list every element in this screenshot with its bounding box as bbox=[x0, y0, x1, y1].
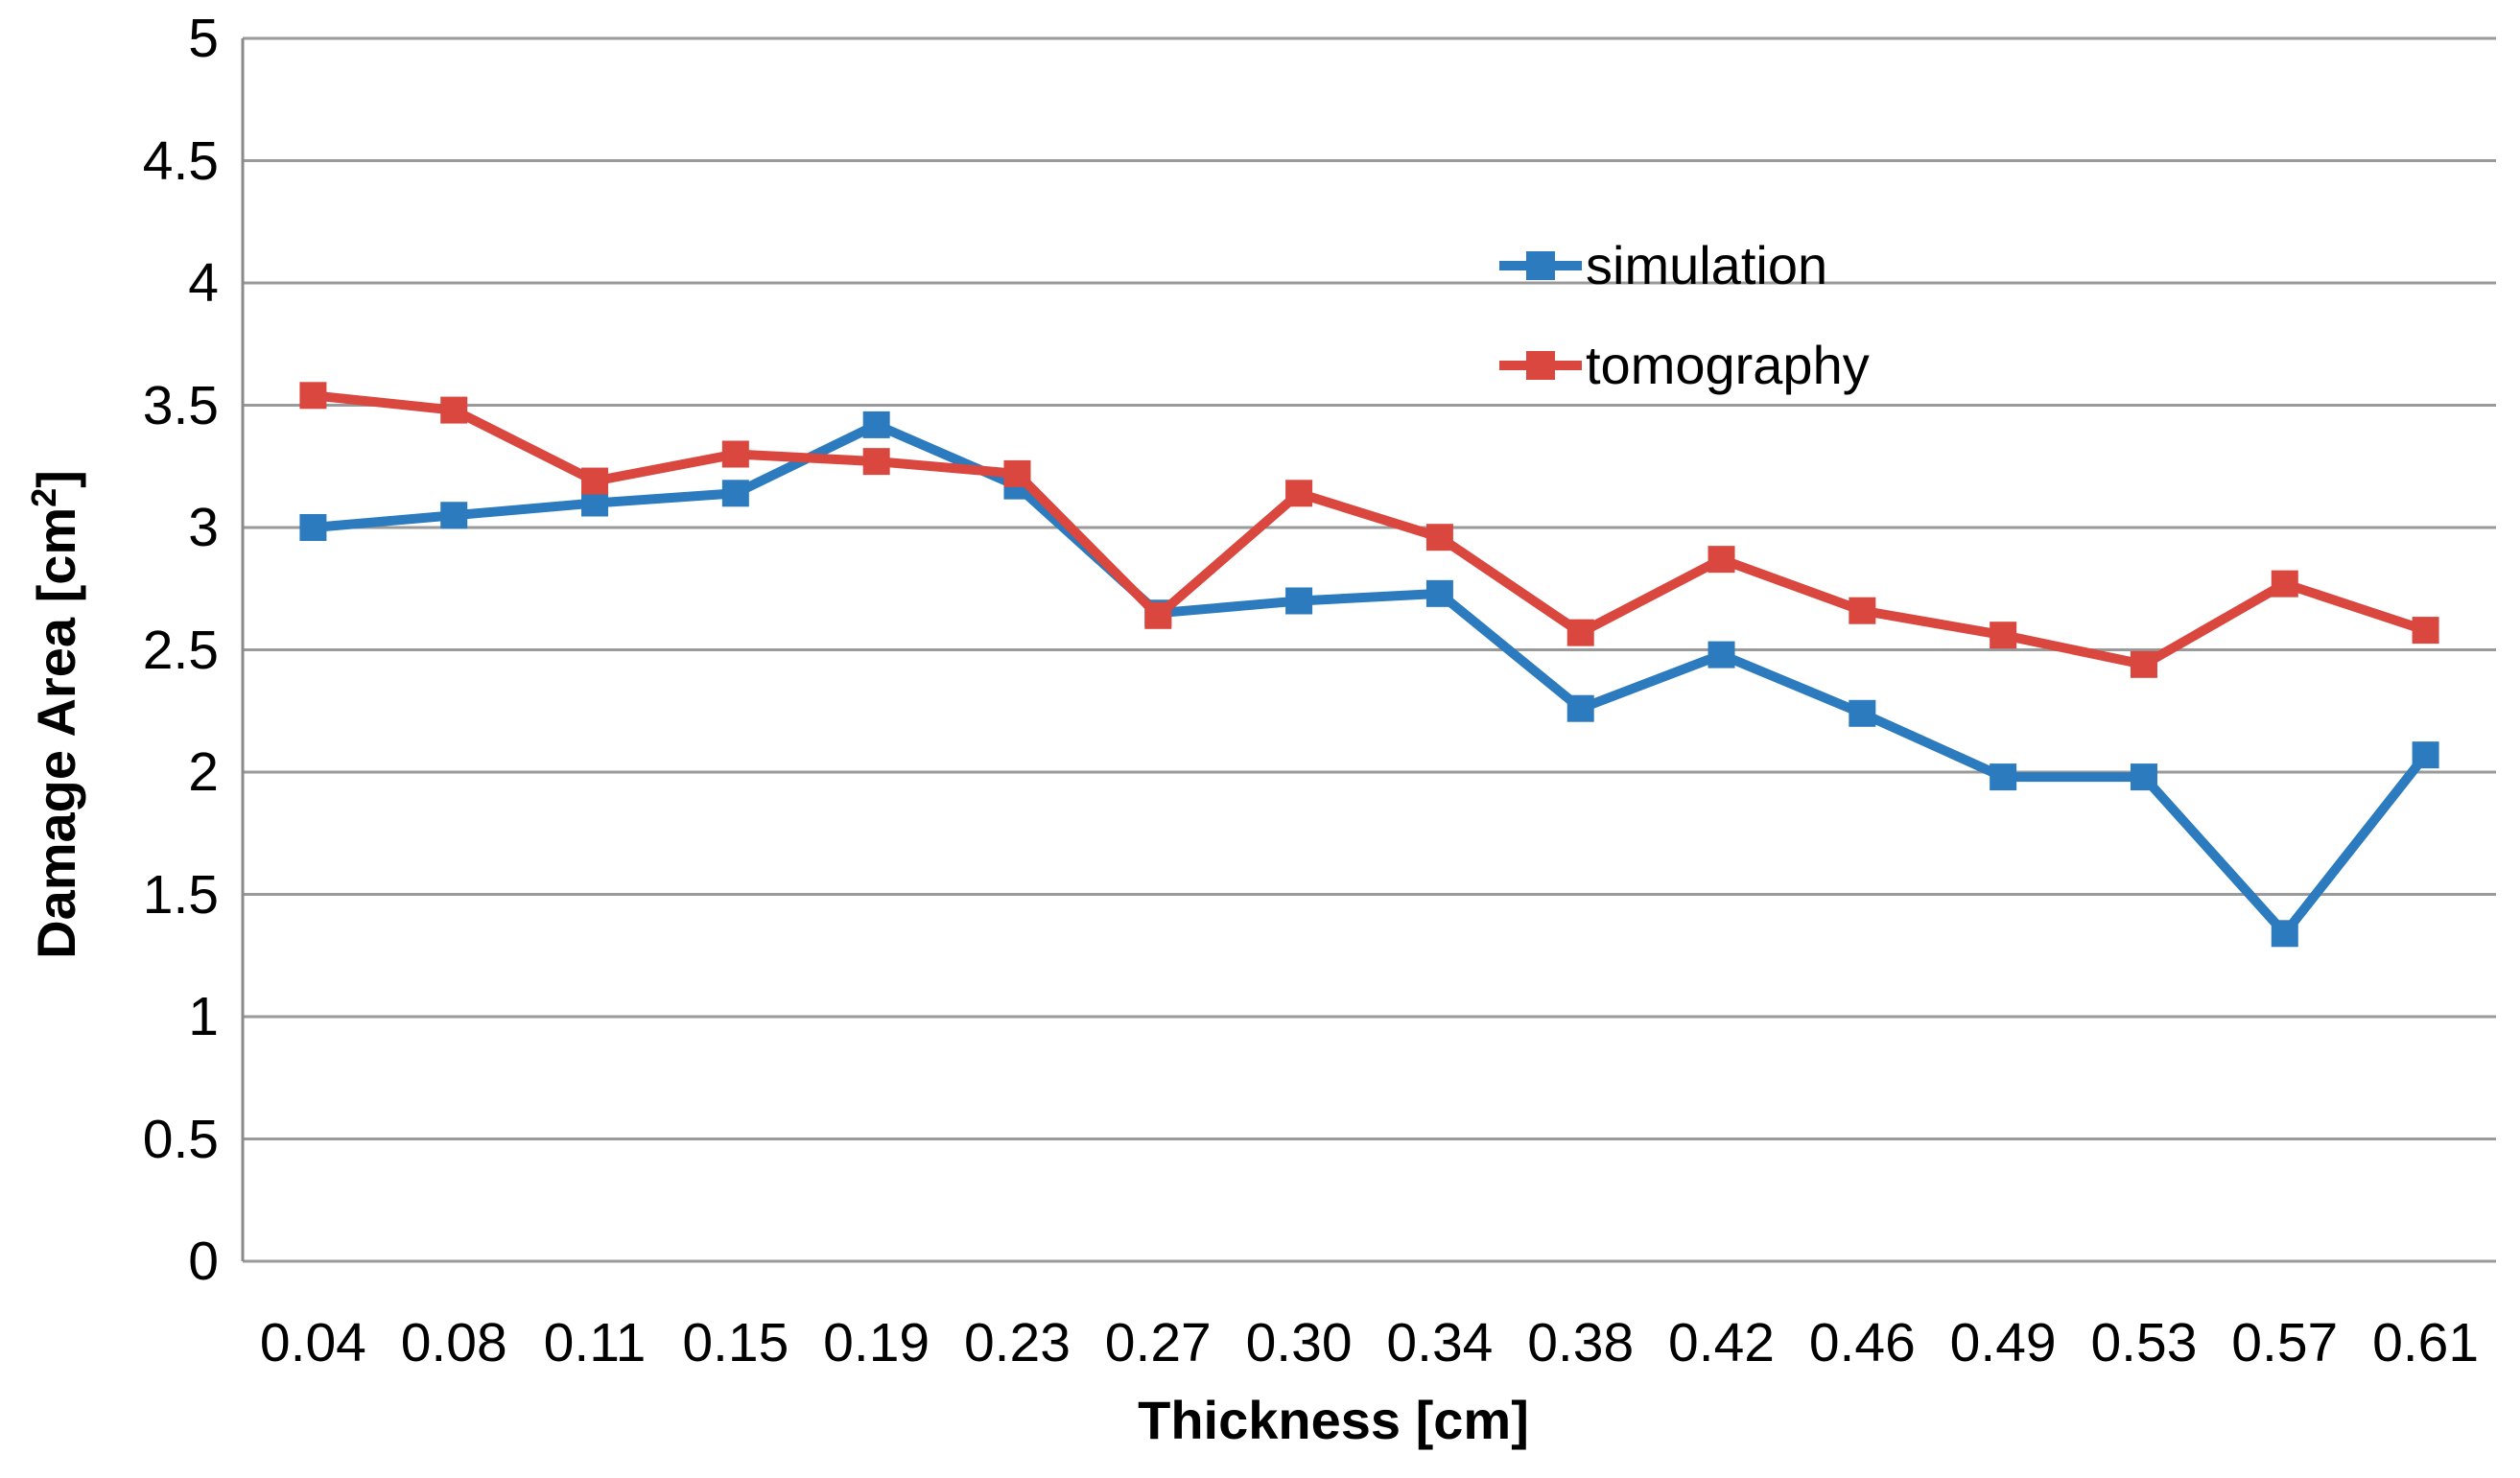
series-simulation-marker bbox=[2130, 763, 2157, 791]
series-simulation-marker bbox=[1425, 579, 1453, 607]
y-axis-title-text: Damage Area [cm bbox=[25, 506, 86, 959]
y-tick-label: 4.5 bbox=[142, 129, 219, 192]
series-simulation-marker bbox=[1990, 763, 2017, 791]
series-tomography-marker bbox=[1285, 480, 1313, 507]
x-tick-label: 0.04 bbox=[259, 1312, 366, 1373]
series-simulation-marker bbox=[1566, 694, 1594, 722]
tomography-legend-marker-icon bbox=[1499, 351, 1582, 380]
x-tick-label: 0.49 bbox=[1949, 1312, 2057, 1373]
series-tomography-marker bbox=[2271, 570, 2298, 598]
series-simulation-marker bbox=[2271, 920, 2298, 948]
x-tick-label: 0.08 bbox=[400, 1312, 507, 1373]
legend-label-tomography: tomography bbox=[1586, 335, 1870, 395]
x-tick-label: 0.42 bbox=[1668, 1312, 1775, 1373]
x-tick-label: 0.34 bbox=[1386, 1312, 1494, 1373]
series-simulation-marker bbox=[440, 502, 468, 529]
y-tick-label: 4 bbox=[188, 252, 219, 314]
legend-item-tomography: tomography bbox=[1499, 316, 1870, 415]
simulation-legend-marker-icon bbox=[1499, 251, 1582, 280]
y-tick-label: 5 bbox=[188, 8, 219, 69]
series-tomography-marker bbox=[2412, 617, 2439, 645]
legend-item-simulation: simulation bbox=[1499, 216, 1870, 316]
y-tick-label: 2.5 bbox=[142, 619, 219, 681]
series-tomography-marker bbox=[721, 440, 749, 468]
series-simulation-marker bbox=[1285, 587, 1313, 615]
x-tick-label: 0.38 bbox=[1527, 1312, 1635, 1373]
series-tomography-marker bbox=[1849, 597, 1876, 624]
x-tick-label: 0.46 bbox=[1808, 1312, 1916, 1373]
series-tomography-line bbox=[312, 390, 2428, 670]
series-simulation-marker bbox=[299, 514, 327, 541]
series-tomography-marker bbox=[1425, 524, 1453, 551]
series-tomography-marker bbox=[1566, 619, 1594, 646]
legend-label-simulation: simulation bbox=[1586, 235, 1828, 295]
series-simulation-marker bbox=[721, 480, 749, 507]
series-tomography-marker bbox=[581, 467, 609, 495]
series-simulation-marker bbox=[1849, 699, 1876, 727]
y-axis-title-superscript: 2 bbox=[24, 487, 64, 507]
series-tomography-marker bbox=[1144, 601, 1172, 629]
y-tick-label: 1 bbox=[188, 986, 219, 1047]
series-tomography-marker bbox=[440, 396, 468, 424]
x-tick-label: 0.19 bbox=[823, 1312, 930, 1373]
x-axis-title: Thickness [cm] bbox=[1138, 1390, 1529, 1450]
x-tick-label: 0.30 bbox=[1245, 1312, 1353, 1373]
x-tick-label: 0.57 bbox=[2231, 1312, 2339, 1373]
x-tick-label: 0.53 bbox=[2090, 1312, 2198, 1373]
series-tomography-marker bbox=[1003, 459, 1031, 487]
x-tick-label: 0.23 bbox=[963, 1312, 1071, 1373]
series-tomography-marker bbox=[862, 448, 890, 476]
x-tick-label: 0.27 bbox=[1104, 1312, 1212, 1373]
y-tick-label: 3 bbox=[188, 497, 219, 558]
legend: simulation tomography bbox=[1499, 216, 1870, 415]
y-tick-label: 0.5 bbox=[142, 1108, 219, 1170]
y-tick-label: 1.5 bbox=[142, 863, 219, 926]
series-tomography-marker bbox=[1990, 622, 2017, 649]
x-tick-label: 0.11 bbox=[543, 1312, 647, 1373]
series-tomography-marker bbox=[299, 382, 327, 410]
series-simulation-marker bbox=[862, 411, 890, 438]
y-tick-label: 3.5 bbox=[142, 374, 219, 436]
y-tick-label: 2 bbox=[188, 741, 219, 803]
series-tomography-marker bbox=[1707, 546, 1735, 574]
series-simulation-marker bbox=[1707, 641, 1735, 669]
y-axis-title: Damage Area [cm2] bbox=[24, 470, 87, 959]
series-simulation-line bbox=[312, 419, 2430, 942]
y-tick-label: 0 bbox=[188, 1231, 219, 1292]
x-tick-label: 0.61 bbox=[2372, 1312, 2480, 1373]
x-tick-label: 0.15 bbox=[682, 1312, 789, 1373]
series-simulation-marker bbox=[2412, 741, 2439, 769]
y-axis-title-suffix: ] bbox=[25, 470, 86, 488]
series-tomography-marker bbox=[2130, 650, 2157, 678]
